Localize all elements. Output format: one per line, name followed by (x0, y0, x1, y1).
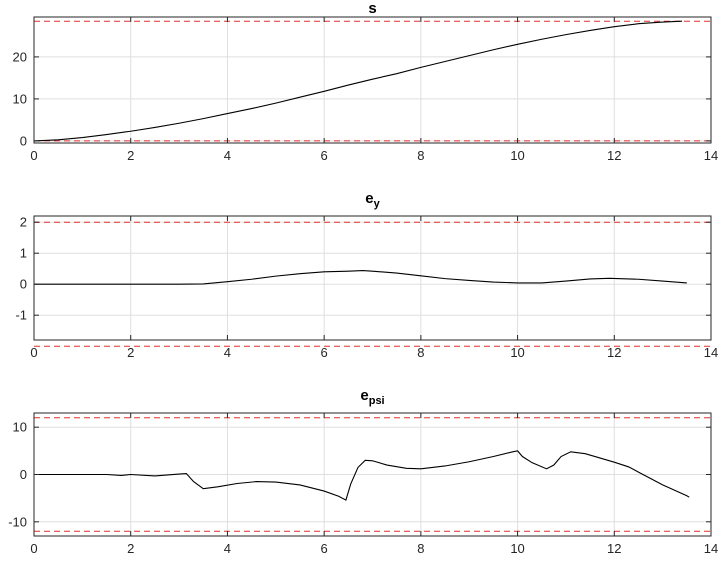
y-tick-label: -10 (8, 514, 27, 529)
y-tick-label: 0 (20, 467, 27, 482)
x-tick-label: 10 (510, 541, 524, 556)
x-tick-label: 14 (704, 345, 718, 360)
x-tick-label: 6 (321, 148, 328, 163)
subplot-title: epsi (360, 387, 384, 407)
x-tick-label: 12 (607, 345, 621, 360)
axes-frame (33, 215, 712, 341)
x-tick-label: 14 (704, 148, 718, 163)
x-tick-label: 6 (321, 541, 328, 556)
series-line (34, 270, 687, 285)
x-tick-label: 2 (127, 148, 134, 163)
x-tick-label: 0 (30, 148, 37, 163)
series-line (34, 450, 690, 501)
x-tick-label: 8 (417, 541, 424, 556)
x-tick-label: 12 (607, 148, 621, 163)
series-line (33, 20, 683, 142)
x-tick-label: 6 (321, 345, 328, 360)
y-tick-label: -1 (15, 308, 27, 323)
x-tick-label: 8 (417, 345, 424, 360)
subplot-1: 0 2 4 6 8 10 12 14 0 10 20 s (13, 0, 719, 163)
y-tick-label: 10 (13, 91, 27, 106)
subplot-title: s (368, 0, 376, 17)
x-tick-label: 10 (510, 345, 524, 360)
x-tick-label: 2 (127, 345, 134, 360)
x-tick-label: 0 (30, 541, 37, 556)
y-tick-label: 10 (13, 420, 27, 435)
x-tick-label: 0 (30, 345, 37, 360)
x-tick-label: 8 (417, 148, 424, 163)
y-tick-label: 2 (20, 215, 27, 230)
x-tick-label: 4 (224, 541, 231, 556)
subplot-title: ey (365, 190, 380, 210)
y-tick-label: 0 (20, 277, 27, 292)
y-tick-label: 20 (13, 49, 27, 64)
x-tick-label: 4 (224, 345, 231, 360)
x-tick-label: 4 (224, 148, 231, 163)
x-tick-label: 10 (510, 148, 524, 163)
x-tick-label: 2 (127, 541, 134, 556)
y-tick-label: 0 (20, 133, 27, 148)
x-tick-label: 12 (607, 541, 621, 556)
axes-frame (33, 16, 712, 144)
y-tick-label: 1 (20, 246, 27, 261)
x-tick-label: 14 (704, 541, 718, 556)
